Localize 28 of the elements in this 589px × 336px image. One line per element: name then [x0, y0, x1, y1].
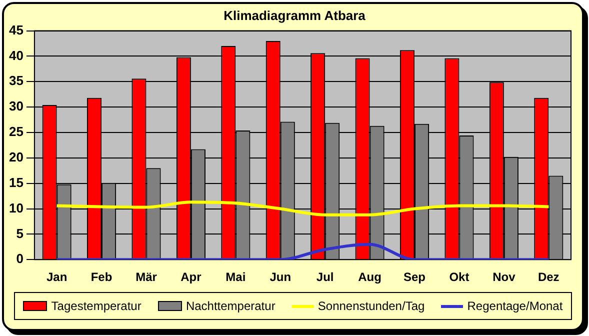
legend-label: Nachttemperatur	[186, 299, 276, 313]
y-tick-label: 25	[8, 124, 24, 140]
y-tick-label: 10	[8, 200, 24, 216]
x-tick-label: Jun	[270, 270, 292, 284]
x-tick-label: Dez	[538, 270, 560, 284]
x-tick-label: Jan	[46, 270, 68, 284]
x-tick-label: Mär	[136, 270, 158, 284]
x-tick-label: Jul	[316, 270, 334, 284]
x-tick-label: Aug	[358, 270, 382, 284]
y-tick-label: 0	[16, 251, 24, 266]
y-tick-label: 5	[16, 226, 24, 241]
line-series	[55, 200, 550, 216]
x-tick-label: Okt	[449, 270, 470, 284]
y-tick-label: 30	[8, 98, 24, 114]
x-tick-label: Feb	[90, 270, 112, 284]
y-tick-label: 40	[8, 48, 24, 63]
chart-title: Klimadiagramm Atbara	[222, 8, 366, 23]
x-tick-label: Nov	[492, 270, 516, 284]
legend-label: Regentage/Monat	[467, 299, 563, 313]
legend-label: Sonnenstunden/Tag	[318, 299, 425, 313]
x-tick-label: Sep	[404, 270, 426, 284]
y-tick-label: 35	[8, 73, 24, 88]
x-tick-label: Apr	[180, 270, 202, 284]
y-tick-label: 45	[8, 22, 24, 38]
y-tick-label: 20	[8, 149, 24, 164]
y-tick-label: 15	[8, 174, 24, 190]
legend-label: Tagestemperatur	[51, 299, 142, 313]
x-tick-label: Mai	[226, 270, 246, 284]
